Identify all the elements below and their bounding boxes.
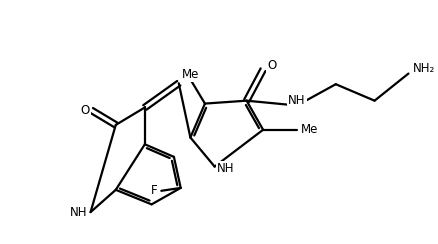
Text: F: F xyxy=(150,184,157,197)
Text: NH: NH xyxy=(70,206,88,219)
Text: NH: NH xyxy=(217,162,234,175)
Text: NH: NH xyxy=(288,94,306,107)
Text: O: O xyxy=(267,59,276,72)
Text: O: O xyxy=(80,104,89,117)
Text: Me: Me xyxy=(301,123,318,136)
Text: NH₂: NH₂ xyxy=(413,62,435,75)
Text: Me: Me xyxy=(182,68,199,81)
